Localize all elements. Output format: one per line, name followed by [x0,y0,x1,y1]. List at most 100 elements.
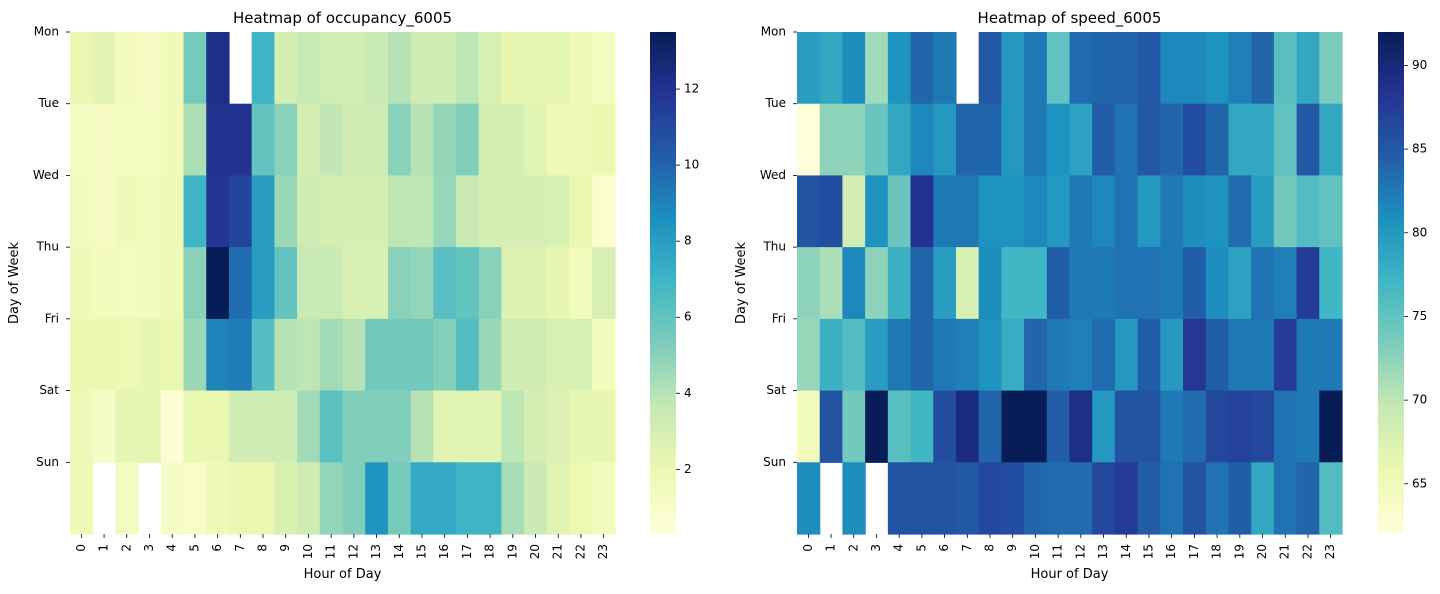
y-tick-label: Tue [765,96,787,110]
heatmap-cell-tue-11 [319,103,344,177]
heatmap-cell-thu-6 [933,247,957,320]
heatmap-cell-wed-10 [297,175,321,248]
heatmap-cell-sat-6 [206,390,230,463]
heatmap-cell-fri-19 [1228,318,1252,392]
heatmap-cell-sat-10 [1024,390,1048,463]
heatmap-cell-sun-4 [887,462,912,535]
heatmap-cell-wed-21 [1273,175,1298,248]
heatmap-cell-thu-12 [1069,247,1093,320]
x-tick-label: 8 [256,544,270,552]
heatmap-cell-fri-8 [251,318,275,392]
heatmap-cell-fri-13 [365,318,389,392]
colorbar-tick-label: 90 [1412,58,1427,72]
x-tick-label: 13 [369,544,383,559]
heatmap-cell-sun-20 [524,462,548,535]
heatmap-cell-mon-14 [1114,32,1139,105]
heatmap-cell-fri-16 [433,318,457,392]
heatmap-cell-wed-2 [115,175,139,248]
heatmap-cell-tue-23 [1319,103,1343,177]
heatmap-cell-thu-3 [865,247,889,320]
heatmap-cell-mon-20 [1251,32,1275,105]
heatmap-cell-sun-8 [251,462,275,535]
heatmap-cell-thu-2 [842,247,866,320]
heatmap-cell-wed-5 [183,175,207,248]
heatmap-cell-tue-6 [206,103,230,177]
heatmap-cell-mon-22 [569,32,593,105]
heatmap-cell-tue-0 [797,103,821,177]
heatmap-cell-wed-19 [1228,175,1252,248]
y-tick-label: Thu [762,240,786,254]
heatmap-cell-fri-1 [92,318,117,392]
y-tick-label: Sun [763,455,786,469]
heatmap-cell-thu-6 [206,247,230,320]
heatmap-cell-sun-21 [546,462,571,535]
y-tick-label: Mon [761,25,786,39]
colorbar-gradient [1378,32,1404,534]
heatmap-cell-thu-11 [1046,247,1071,320]
x-tick-label: 19 [1232,544,1246,559]
heatmap-cell-thu-22 [569,247,593,320]
heatmap-cell-sat-3 [138,390,162,463]
heatmap-cell-fri-21 [1273,318,1298,392]
heatmap-cell-fri-19 [501,318,525,392]
heatmap-cell-wed-6 [933,175,957,248]
heatmap-cell-thu-5 [910,247,934,320]
heatmap-cell-thu-16 [1160,247,1184,320]
heatmap-cell-sat-18 [1205,390,1230,463]
x-tick-label: 11 [1051,544,1065,559]
heatmap-cell-fri-13 [1092,318,1116,392]
chart-title: Heatmap of occupancy_6005 [233,9,452,28]
heatmap-cell-sun-10 [1024,462,1048,535]
heatmap-cell-tue-9 [1001,103,1025,177]
x-tick-label: 12 [346,544,360,559]
heatmap-cell-tue-16 [433,103,457,177]
heatmap-cell-tue-14 [387,103,412,177]
y-axis-label: Day of Week [734,241,749,324]
y-tick-label: Fri [45,311,59,325]
heatmap-cell-wed-11 [319,175,344,248]
heatmap-cell-sun-21 [1273,462,1298,535]
x-tick-label: 4 [165,544,179,552]
heatmap-cell-tue-18 [1205,103,1230,177]
heatmap-cell-tue-0 [70,103,94,177]
heatmap-cell-mon-15 [410,32,434,105]
heatmap-cell-wed-23 [1319,175,1343,248]
heatmap-cell-tue-8 [251,103,275,177]
heatmap-cell-wed-4 [160,175,185,248]
heatmap-cell-fri-2 [842,318,866,392]
heatmap-cell-fri-17 [1183,318,1207,392]
heatmap-cell-sun-8 [978,462,1002,535]
x-tick-label: 10 [1028,544,1042,559]
heatmap-cell-wed-8 [251,175,275,248]
heatmap-cell-sat-14 [387,390,412,463]
heatmap-cell-mon-10 [1024,32,1048,105]
x-tick-label: 19 [505,544,519,559]
heatmap-cell-fri-9 [1001,318,1025,392]
y-tick-label: Wed [760,168,786,182]
heatmap-cell-sun-9 [274,462,298,535]
heatmap-cell-fri-21 [546,318,571,392]
heatmap-cell-mon-2 [115,32,139,105]
heatmap-cell-sun-23 [1319,462,1343,535]
heatmap-cell-sat-11 [319,390,344,463]
x-tick-label: 18 [483,544,497,559]
heatmap-cell-mon-15 [1137,32,1161,105]
heatmap-cell-sun-5 [183,462,207,535]
heatmap-cell-wed-11 [1046,175,1071,248]
heatmap-cells [70,32,616,535]
x-tick-label: 21 [1278,544,1292,559]
colorbar-tick-label: 70 [1412,393,1427,407]
heatmap-cell-thu-17 [456,247,480,320]
heatmap-cell-sat-21 [546,390,571,463]
heatmap-cell-mon-6 [933,32,957,105]
x-tick-label: 0 [801,544,815,552]
x-tick-label: 3 [869,544,883,552]
heatmap-cell-wed-22 [569,175,593,248]
heatmap-cell-mon-5 [910,32,934,105]
y-tick-label: Sun [36,455,59,469]
heatmap-cell-tue-1 [92,103,117,177]
colorbar-tick-label: 4 [684,386,692,400]
heatmap-cell-mon-12 [1069,32,1093,105]
heatmap-cell-fri-4 [887,318,912,392]
heatmap-cell-mon-18 [478,32,503,105]
